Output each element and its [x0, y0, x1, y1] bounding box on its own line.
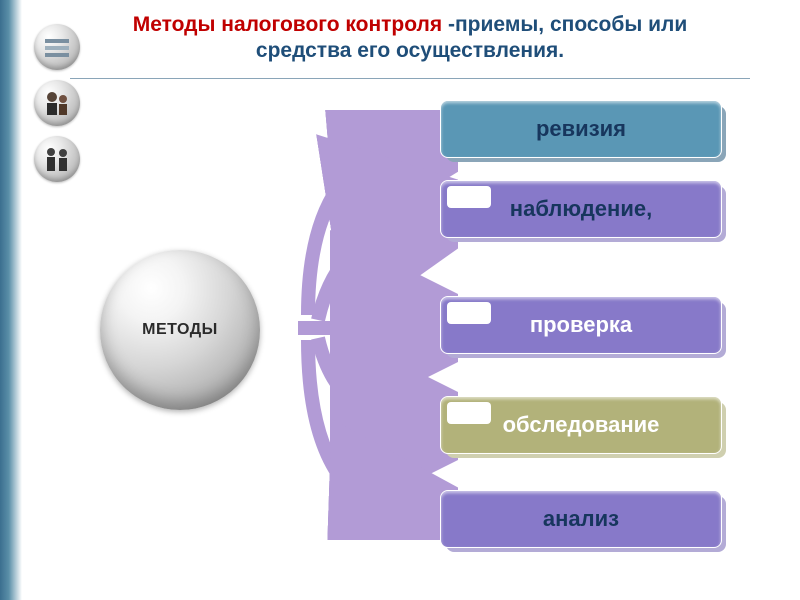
- decorative-stripe: [0, 0, 22, 600]
- center-node-label: МЕТОДЫ: [142, 321, 218, 339]
- method-box-label: проверка: [530, 312, 632, 338]
- title-underline: [70, 78, 750, 79]
- method-box-label: наблюдение,: [510, 196, 652, 222]
- side-circles: [34, 24, 80, 182]
- method-box-body: наблюдение,: [440, 180, 722, 238]
- box-chip-icon: [447, 402, 491, 424]
- method-box-label: анализ: [543, 506, 619, 532]
- method-box-4: анализ: [440, 490, 720, 546]
- method-box-label: обследование: [503, 412, 660, 438]
- method-box-body: ревизия: [440, 100, 722, 158]
- method-box-3: обследование: [440, 396, 720, 452]
- center-node: МЕТОДЫ: [100, 250, 260, 410]
- box-chip-icon: [447, 302, 491, 324]
- method-box-body: анализ: [440, 490, 722, 548]
- box-chip-icon: [447, 186, 491, 208]
- page-title: Методы налогового контроля -приемы, спос…: [100, 12, 720, 65]
- method-box-0: ревизия: [440, 100, 720, 156]
- method-box-2: проверка: [440, 296, 720, 352]
- arrows-layer: [278, 110, 458, 540]
- method-box-body: обследование: [440, 396, 722, 454]
- side-circle-3: [34, 136, 80, 182]
- title-highlight: Методы налогового контроля: [133, 13, 448, 36]
- method-box-body: проверка: [440, 296, 722, 354]
- side-circle-1: [34, 24, 80, 70]
- method-box-label: ревизия: [536, 116, 626, 142]
- side-circle-2: [34, 80, 80, 126]
- method-box-1: наблюдение,: [440, 180, 720, 236]
